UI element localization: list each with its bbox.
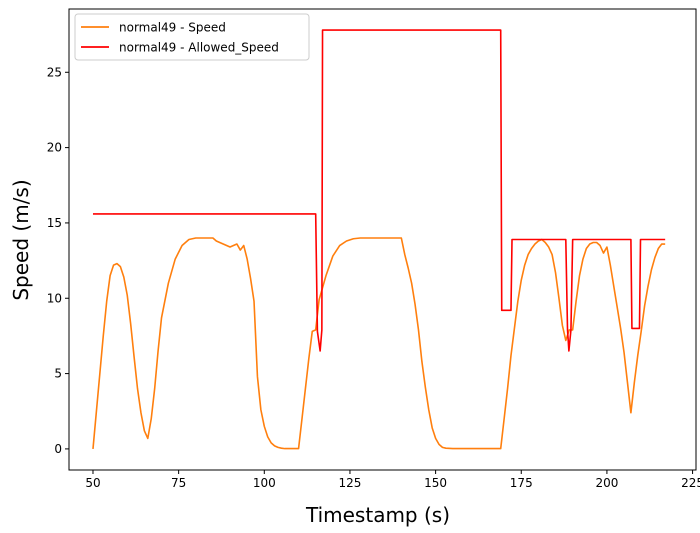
x-tick-label: 75 — [171, 476, 186, 490]
x-tick-label: 175 — [510, 476, 533, 490]
x-axis-label: Timestamp (s) — [305, 503, 450, 527]
y-axis-label: Speed (m/s) — [9, 179, 33, 300]
series-line-allowed-speed — [92, 29, 666, 352]
y-axis-ticks: 0 5 10 15 20 25 — [47, 65, 69, 456]
legend-label-speed: normal49 - Speed — [119, 21, 226, 35]
y-tick-label: 0 — [54, 442, 62, 456]
x-axis-ticks: 50 75 100 125 150 175 200 225 — [85, 470, 700, 490]
legend-box — [74, 13, 310, 61]
y-tick-label: 10 — [47, 291, 62, 305]
x-tick-label: 100 — [253, 476, 276, 490]
x-tick-label: 200 — [595, 476, 618, 490]
x-tick-label: 150 — [424, 476, 447, 490]
legend-label-allowed-speed: normal49 - Allowed_Speed — [119, 41, 279, 55]
series-layer — [92, 29, 666, 450]
y-tick-label: 20 — [47, 141, 62, 155]
x-tick-label: 125 — [338, 476, 361, 490]
legend: normal49 - Speed normal49 - Allowed_Spee… — [74, 13, 310, 61]
series-line-speed — [92, 237, 666, 450]
y-tick-label: 25 — [47, 65, 62, 79]
x-tick-label: 225 — [681, 476, 700, 490]
x-tick-label: 50 — [85, 476, 100, 490]
y-tick-label: 5 — [54, 367, 62, 381]
y-tick-label: 15 — [47, 216, 62, 230]
plot-frame — [68, 8, 697, 471]
